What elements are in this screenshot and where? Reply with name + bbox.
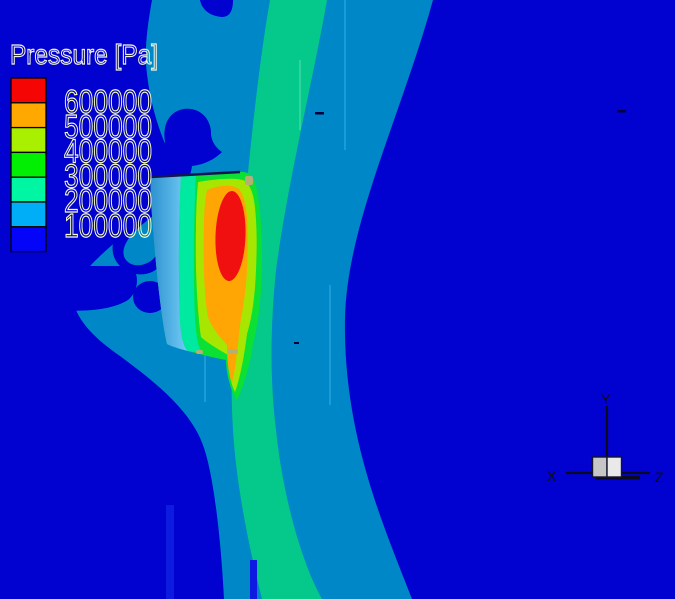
blade-speck-1 [245,176,253,185]
blade-band-lightblue [150,175,188,351]
blade-speck-2 [227,349,238,354]
legend: Pressure [Pa] 600000 500000 400000 30000… [9,38,159,253]
axis-triad: X Y Z [547,391,664,485]
blade-band-springgreen [178,174,203,353]
legend-band-3 [10,151,47,178]
left-wedge-blob [60,266,137,311]
legend-band-4 [10,176,47,203]
blade-surface [149,170,262,400]
legend-band-1 [10,102,47,129]
legend-tick-500000: 500000 [64,108,152,145]
blade-band-red [215,191,246,281]
z-axis-label: Z [655,469,664,485]
x-axis-label: X [547,468,557,484]
legend-tick-200000: 200000 [64,182,152,219]
legend-band-6 [10,226,47,253]
mesh-artifacts [166,0,626,599]
legend-tick-600000: 600000 [64,83,152,120]
cube-right-face [606,456,623,478]
cube-shadow [596,476,640,480]
legend-title: Pressure [Pa] [10,39,158,70]
green-pressure-band [231,0,327,599]
legend-tick-400000: 400000 [64,133,152,170]
legend-colorbar [10,77,47,253]
cube-left-face [591,456,608,478]
y-axis-label: Y [601,391,611,407]
legend-band-5 [10,201,47,228]
legend-ticks: 600000 500000 400000 300000 200000 10000… [63,82,152,244]
origin-cube [591,456,623,478]
round-blob [133,281,167,313]
blade-speck-3 [196,350,203,354]
legend-band-0 [10,77,47,104]
blade-top-edge [149,170,241,179]
legend-tick-100000: 100000 [64,207,152,244]
legend-tick-300000: 300000 [64,157,152,194]
legend-band-2 [10,126,47,154]
top-edge-blob [200,0,233,17]
